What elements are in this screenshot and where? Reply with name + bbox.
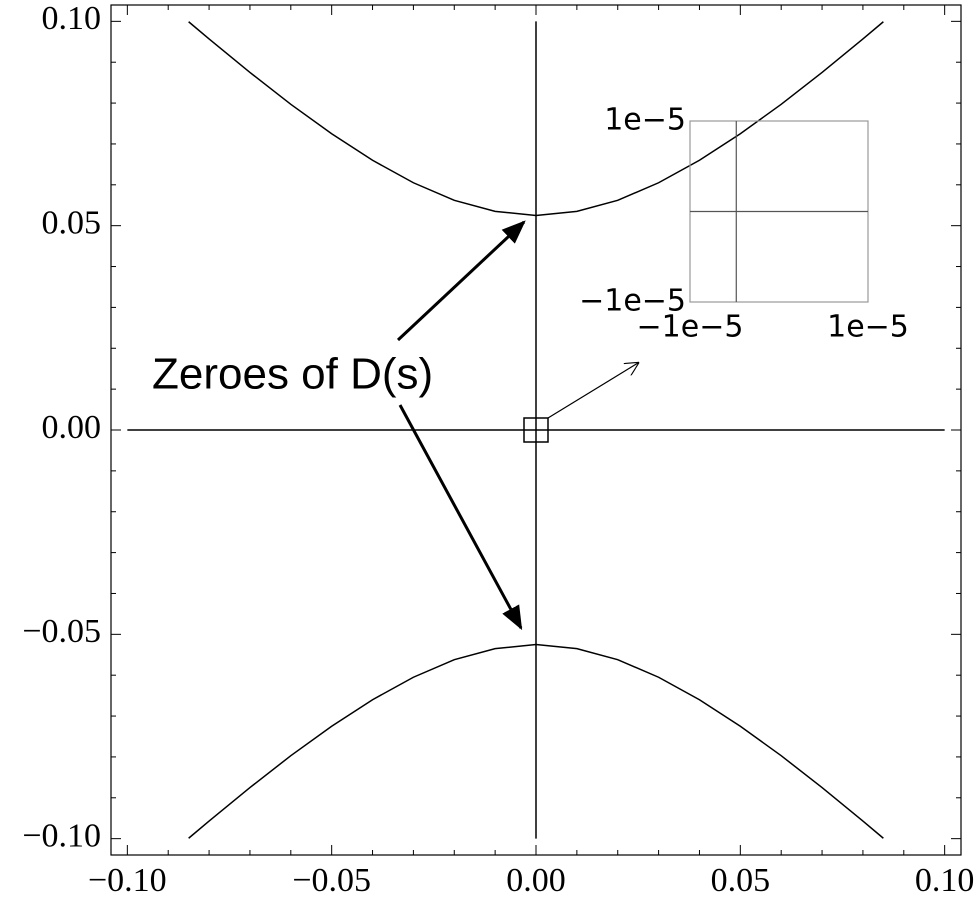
x-tick-label: 0.00 [506,862,566,899]
x-tick-label: 1e−5 [827,310,909,345]
y-tick-label: −1e−5 [579,284,686,319]
y-tick-label: 0.10 [42,0,102,37]
x-tick-label: −1e−5 [637,310,744,345]
y-tick-label: 0.00 [42,409,102,446]
y-tick-label: 0.05 [42,204,102,241]
x-tick-label: −0.05 [292,862,371,899]
main-plot: −0.10 −0.05 0.00 0.05 0.10 −0.10 −0.05 0.00 0.05… [22,0,974,899]
x-tick-label: 0.10 [915,862,975,899]
y-tick-label: −0.05 [22,613,101,650]
annotation: Zeroes of D(s) [152,350,433,399]
x-tick-label: −0.10 [88,862,167,899]
y-tick-label: 1e−5 [604,103,686,138]
x-tick-label: 0.05 [711,862,771,899]
inset-plot: −1e−5 1e−5 −1e−5 1e−5 [579,103,909,345]
y-tick-label: −0.10 [22,817,101,854]
annotation-arrows [396,220,638,631]
